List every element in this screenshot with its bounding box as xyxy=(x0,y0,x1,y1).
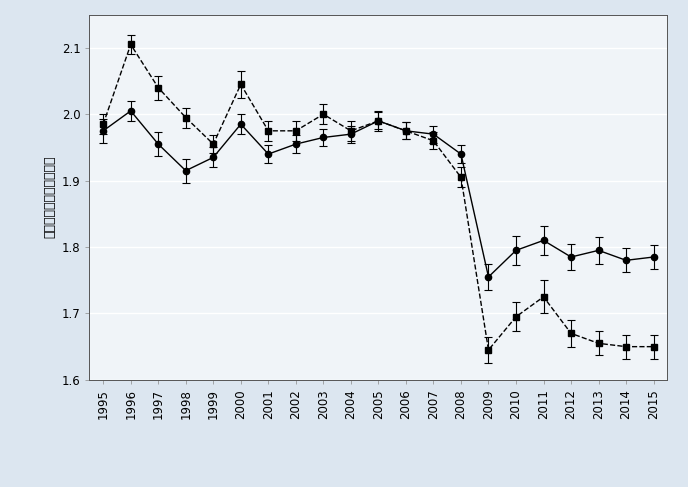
Y-axis label: 労働生産性対数値予測値: 労働生産性対数値予測値 xyxy=(43,156,56,239)
